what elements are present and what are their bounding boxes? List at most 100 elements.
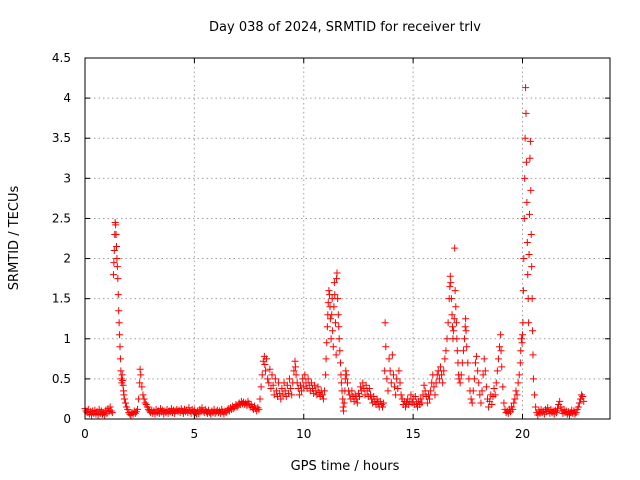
data-point [510, 399, 518, 407]
data-point [528, 263, 536, 271]
data-point [283, 381, 291, 389]
plot-frame [84, 57, 611, 420]
data-point [264, 375, 272, 383]
data-point [376, 397, 384, 405]
data-point [525, 319, 533, 327]
data-point [512, 387, 520, 395]
data-point [423, 399, 431, 407]
data-point [139, 391, 147, 399]
data-point [342, 367, 350, 375]
data-point [452, 303, 460, 311]
data-point [331, 291, 339, 299]
data-points [81, 84, 588, 419]
data-point [366, 391, 374, 399]
data-point [230, 405, 238, 413]
data-point [362, 381, 370, 389]
data-point [513, 391, 521, 399]
data-point [120, 395, 128, 403]
data-point [492, 379, 500, 387]
data-point [383, 375, 391, 383]
data-point [198, 404, 206, 412]
data-point [497, 331, 505, 339]
data-point [518, 339, 526, 347]
data-point [266, 365, 274, 373]
data-point [430, 383, 438, 391]
data-point [261, 367, 269, 375]
data-point [301, 371, 309, 379]
data-point [443, 335, 451, 343]
data-point [295, 391, 303, 399]
data-point [271, 375, 279, 383]
data-point [457, 371, 465, 379]
data-point [141, 399, 149, 407]
data-point [522, 109, 530, 117]
data-point [490, 385, 498, 393]
data-point [526, 154, 534, 162]
data-point [580, 397, 588, 405]
data-point [334, 295, 342, 303]
data-point [532, 403, 540, 411]
data-point [523, 198, 531, 206]
data-point [473, 352, 481, 360]
data-point [113, 263, 121, 271]
data-point [444, 319, 452, 327]
data-point [384, 387, 392, 395]
data-point [337, 359, 344, 367]
data-point [481, 367, 489, 375]
data-point [277, 395, 285, 403]
data-point [351, 391, 359, 399]
data-point [522, 84, 530, 92]
data-point [112, 230, 120, 238]
data-point [436, 363, 444, 371]
data-point [335, 335, 343, 343]
data-point [522, 158, 530, 166]
data-point [254, 404, 262, 412]
data-point [431, 391, 439, 399]
y-tick-label: 1.5 [52, 292, 71, 306]
data-point [475, 379, 483, 387]
data-point [114, 275, 122, 283]
data-point [393, 375, 401, 383]
data-point [337, 379, 345, 387]
x-tick-label: 10 [296, 427, 311, 441]
data-point [471, 359, 479, 367]
data-point [288, 391, 296, 399]
data-point [391, 383, 399, 391]
data-point [509, 405, 517, 413]
data-point [113, 255, 121, 263]
data-point [480, 355, 488, 363]
data-point [527, 186, 535, 194]
data-point [496, 343, 504, 351]
data-point [470, 375, 478, 383]
data-point [464, 359, 472, 367]
data-point [116, 355, 124, 363]
data-point [304, 375, 312, 383]
y-tick-label: 4 [63, 91, 71, 105]
data-point [519, 287, 527, 295]
data-point [388, 351, 396, 359]
chart-title: Day 038 of 2024, SRMTID for receiver trl… [209, 20, 481, 35]
data-point [446, 272, 454, 280]
data-point [109, 271, 117, 279]
data-point [467, 395, 475, 403]
data-point [451, 287, 459, 295]
data-point [491, 391, 499, 399]
data-point [311, 381, 319, 389]
data-point [438, 371, 446, 379]
data-point [544, 404, 552, 412]
data-point [552, 409, 560, 417]
data-point [341, 375, 349, 383]
data-point [446, 283, 454, 291]
data-point [556, 397, 564, 405]
data-point [137, 371, 145, 379]
data-point [525, 251, 533, 259]
data-point [334, 311, 342, 319]
x-tick-label: 5 [191, 427, 199, 441]
data-point [356, 393, 364, 401]
data-point [270, 391, 278, 399]
data-point [113, 243, 120, 251]
data-point [432, 379, 440, 387]
data-point [325, 287, 333, 295]
data-point [296, 381, 304, 389]
data-point [353, 399, 361, 407]
